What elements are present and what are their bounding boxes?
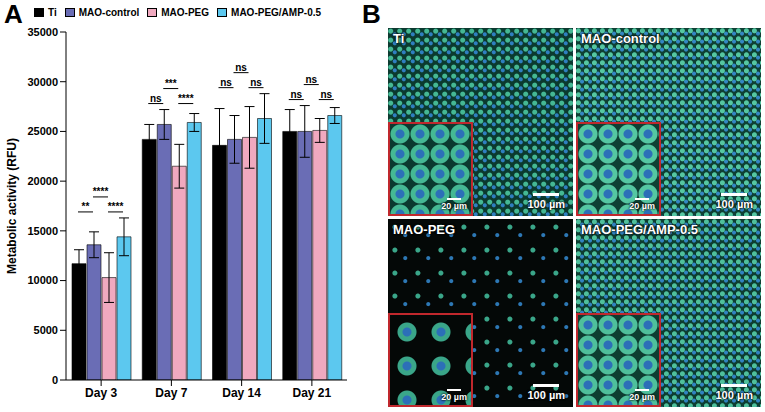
html-text:MAO-PEG/AMP-0.5: MAO-PEG/AMP-0.5 xyxy=(231,7,322,18)
html-text:MAO-PEG/AMP-0.5: MAO-PEG/AMP-0.5 xyxy=(581,222,698,237)
svg-text:ns: ns xyxy=(235,62,247,73)
html-text:MAO-control: MAO-control xyxy=(78,7,140,18)
svg-text:**: ** xyxy=(82,201,90,212)
html-text:MAO-control: MAO-control xyxy=(581,31,660,46)
html-text:B: B xyxy=(362,0,381,29)
html-text:20 µm: 20 µm xyxy=(441,201,467,211)
svg-text:ns: ns xyxy=(220,77,232,88)
svg-text:10000: 10000 xyxy=(27,274,58,286)
svg-text:30000: 30000 xyxy=(27,76,58,88)
html-text:Ti: Ti xyxy=(393,31,405,46)
html-text:100 µm: 100 µm xyxy=(715,389,753,401)
html-text:MAO-PEG: MAO-PEG xyxy=(393,222,456,237)
svg-text:35000: 35000 xyxy=(27,26,58,38)
svg-text:15000: 15000 xyxy=(27,225,58,237)
svg-text:ns: ns xyxy=(320,89,332,100)
html-text:20 µm: 20 µm xyxy=(629,392,655,402)
svg-text:****: **** xyxy=(178,93,194,104)
html-text:20 µm: 20 µm xyxy=(441,392,467,402)
html-text:MAO-PEG: MAO-PEG xyxy=(161,7,209,18)
svg-text:Day 7: Day 7 xyxy=(155,386,187,400)
svg-text:Day 3: Day 3 xyxy=(85,386,117,400)
svg-text:****: **** xyxy=(93,186,109,197)
html-text:100 µm: 100 µm xyxy=(527,198,565,210)
svg-text:****: **** xyxy=(108,201,124,212)
html-text:20 µm: 20 µm xyxy=(629,201,655,211)
svg-text:ns: ns xyxy=(290,89,302,100)
svg-text:ns: ns xyxy=(305,74,317,85)
svg-text:Metabolic activity (RFU): Metabolic activity (RFU) xyxy=(5,138,19,274)
svg-text:Day 21: Day 21 xyxy=(293,386,332,400)
svg-text:***: *** xyxy=(165,78,177,89)
html-text:100 µm: 100 µm xyxy=(715,198,753,210)
svg-text:Day 14: Day 14 xyxy=(222,386,261,400)
svg-text:ns: ns xyxy=(150,93,162,104)
html-text:Ti: Ti xyxy=(48,7,57,18)
svg-text:20000: 20000 xyxy=(27,175,58,187)
html-text:A: A xyxy=(4,0,23,29)
svg-text:25000: 25000 xyxy=(27,125,58,137)
html-text:100 µm: 100 µm xyxy=(527,389,565,401)
svg-text:ns: ns xyxy=(250,77,262,88)
svg-text:5000: 5000 xyxy=(34,324,58,336)
svg-text:0: 0 xyxy=(52,374,58,386)
